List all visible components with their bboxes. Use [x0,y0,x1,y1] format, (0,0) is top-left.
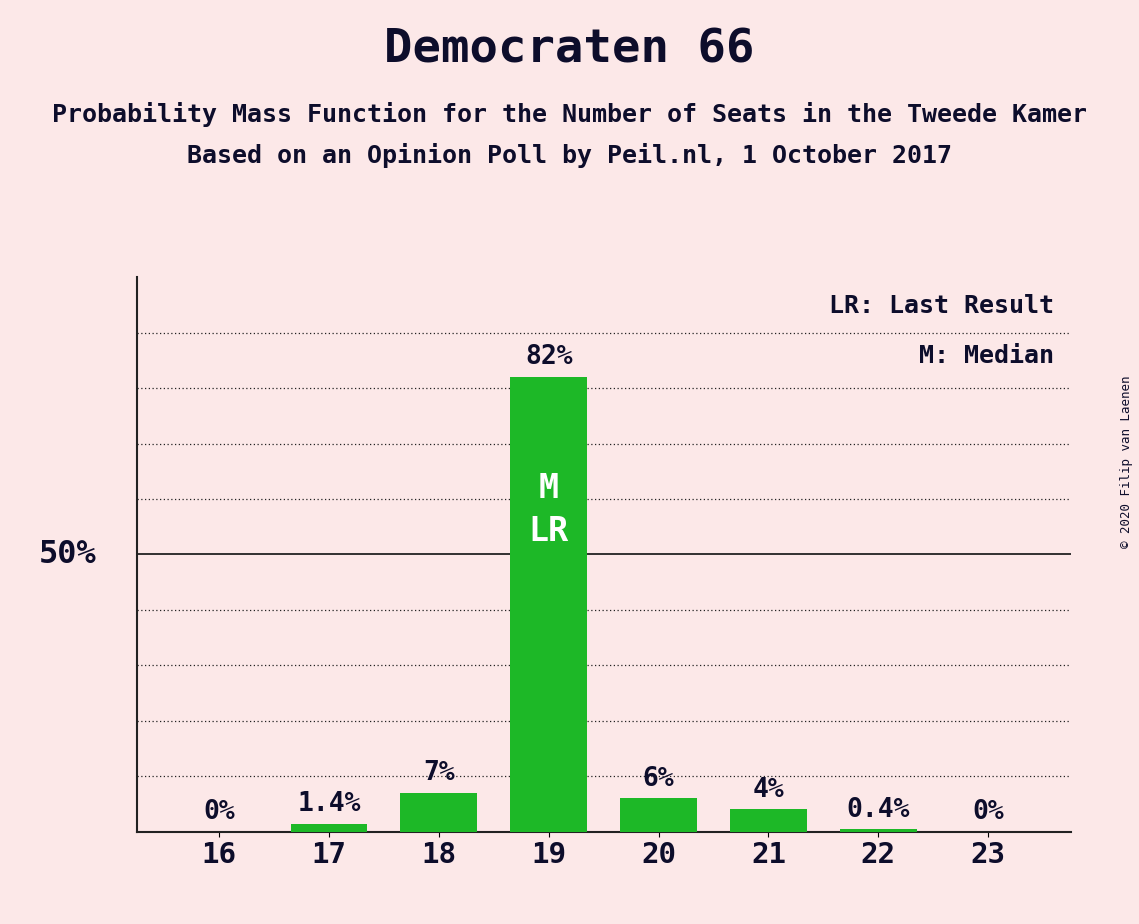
Text: 0.4%: 0.4% [846,796,910,822]
Text: 6%: 6% [642,766,674,792]
Text: Probability Mass Function for the Number of Seats in the Tweede Kamer: Probability Mass Function for the Number… [52,102,1087,127]
Bar [510,377,588,832]
Bar [290,824,368,832]
Text: LR: Last Result: LR: Last Result [829,294,1055,318]
Text: 82%: 82% [525,345,573,371]
Text: © 2020 Filip van Laenen: © 2020 Filip van Laenen [1121,376,1133,548]
Bar [620,798,697,832]
Bar [401,793,477,832]
Bar [839,830,917,832]
Text: 0%: 0% [973,799,1005,825]
Text: 1.4%: 1.4% [297,791,361,817]
Bar [730,809,806,832]
Text: 0%: 0% [203,799,235,825]
Text: Based on an Opinion Poll by Peil.nl, 1 October 2017: Based on an Opinion Poll by Peil.nl, 1 O… [187,143,952,168]
Text: M: Median: M: Median [919,344,1055,368]
Text: Democraten 66: Democraten 66 [384,28,755,73]
Text: M
LR: M LR [528,472,568,548]
Text: 50%: 50% [39,539,97,570]
Text: 7%: 7% [423,760,454,786]
Text: 4%: 4% [753,777,785,803]
